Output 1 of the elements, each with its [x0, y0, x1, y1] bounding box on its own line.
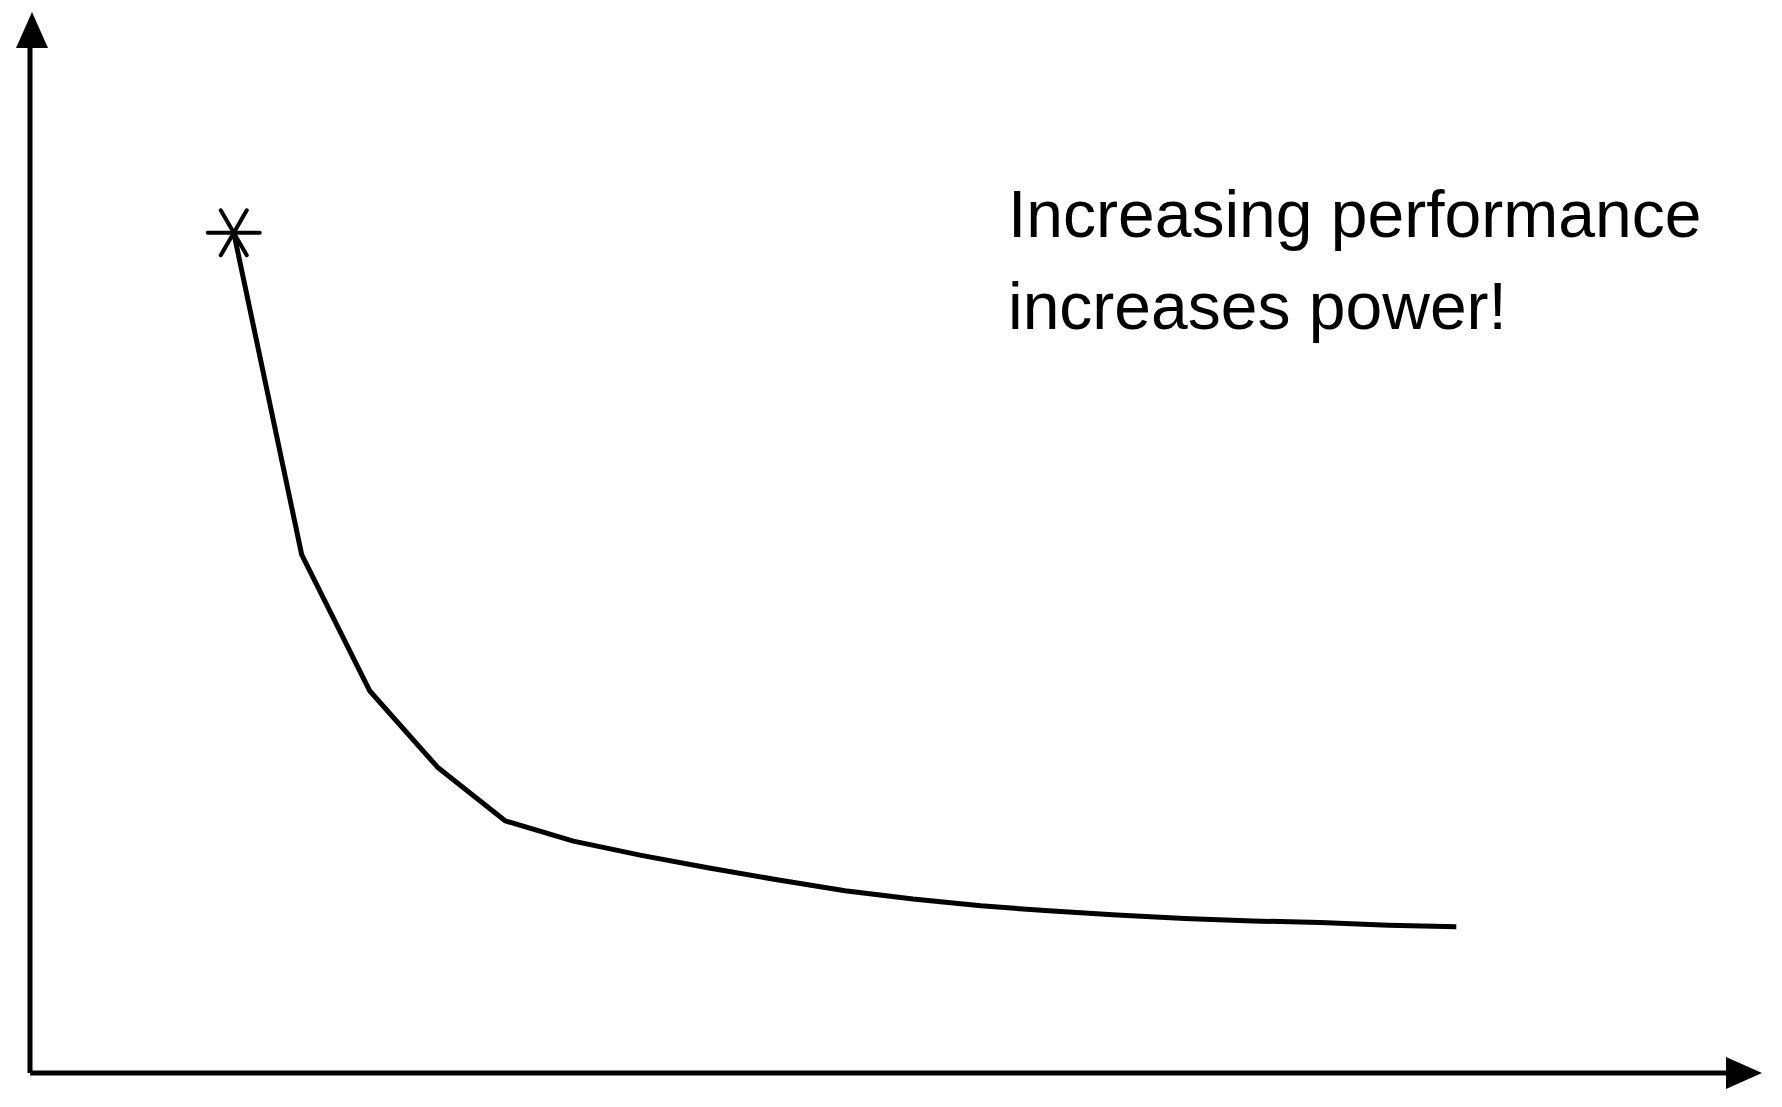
- annotation: Increasing performance increases power!: [1008, 176, 1703, 345]
